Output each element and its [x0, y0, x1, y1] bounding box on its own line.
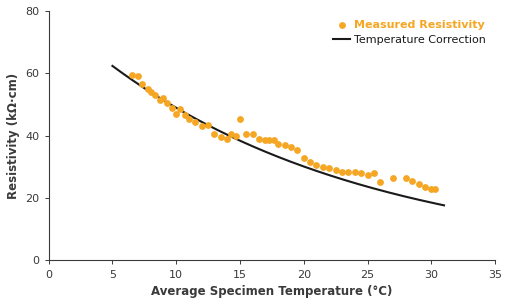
Measured Resistivity — [287, 144, 295, 149]
Measured Resistivity — [210, 132, 218, 137]
Measured Resistivity — [236, 116, 244, 121]
Temperature Correction — [441, 203, 447, 207]
Measured Resistivity — [319, 164, 327, 169]
Measured Resistivity — [172, 111, 180, 116]
Temperature Correction — [110, 65, 117, 69]
X-axis label: Average Specimen Temperature (°C): Average Specimen Temperature (°C) — [151, 285, 392, 298]
Measured Resistivity — [300, 155, 308, 160]
Measured Resistivity — [363, 172, 372, 177]
Measured Resistivity — [242, 132, 250, 137]
Measured Resistivity — [274, 141, 282, 146]
Measured Resistivity — [138, 82, 146, 87]
Measured Resistivity — [280, 143, 289, 148]
Measured Resistivity — [227, 132, 235, 137]
Measured Resistivity — [262, 138, 270, 143]
Measured Resistivity — [325, 166, 333, 171]
Legend: Measured Resistivity, Temperature Correction: Measured Resistivity, Temperature Correc… — [330, 16, 490, 49]
Measured Resistivity — [249, 132, 257, 137]
Measured Resistivity — [357, 171, 365, 176]
Temperature Correction — [410, 197, 416, 200]
Measured Resistivity — [370, 171, 378, 176]
Measured Resistivity — [306, 160, 314, 165]
Measured Resistivity — [408, 178, 416, 183]
Temperature Correction — [313, 169, 319, 172]
Measured Resistivity — [185, 116, 193, 121]
Measured Resistivity — [232, 133, 240, 138]
Measured Resistivity — [414, 181, 422, 186]
Measured Resistivity — [421, 185, 429, 190]
Measured Resistivity — [181, 113, 189, 118]
Measured Resistivity — [331, 167, 340, 172]
Measured Resistivity — [293, 147, 301, 152]
Measured Resistivity — [265, 138, 273, 143]
Measured Resistivity — [217, 135, 225, 140]
Measured Resistivity — [159, 96, 167, 101]
Measured Resistivity — [255, 136, 263, 141]
Measured Resistivity — [431, 186, 439, 191]
Measured Resistivity — [402, 175, 410, 180]
Measured Resistivity — [176, 107, 184, 112]
Temperature Correction — [307, 167, 313, 170]
Measured Resistivity — [144, 87, 152, 92]
Measured Resistivity — [163, 101, 172, 106]
Measured Resistivity — [168, 105, 177, 110]
Measured Resistivity — [147, 90, 155, 95]
Measured Resistivity — [376, 180, 384, 185]
Measured Resistivity — [427, 186, 435, 191]
Measured Resistivity — [313, 163, 321, 168]
Temperature Correction — [389, 192, 395, 195]
Y-axis label: Resistivity (kΩ·cm): Resistivity (kΩ·cm) — [7, 73, 20, 199]
Measured Resistivity — [270, 138, 278, 143]
Measured Resistivity — [134, 74, 142, 79]
Temperature Correction — [109, 64, 116, 68]
Measured Resistivity — [197, 124, 206, 129]
Measured Resistivity — [151, 93, 159, 98]
Temperature Correction — [306, 167, 312, 170]
Measured Resistivity — [389, 175, 397, 180]
Measured Resistivity — [204, 122, 212, 127]
Measured Resistivity — [223, 136, 231, 141]
Measured Resistivity — [127, 73, 135, 77]
Measured Resistivity — [156, 97, 164, 102]
Measured Resistivity — [351, 169, 359, 174]
Measured Resistivity — [338, 169, 346, 174]
Line: Temperature Correction: Temperature Correction — [112, 66, 444, 205]
Measured Resistivity — [191, 119, 200, 124]
Measured Resistivity — [344, 169, 352, 174]
